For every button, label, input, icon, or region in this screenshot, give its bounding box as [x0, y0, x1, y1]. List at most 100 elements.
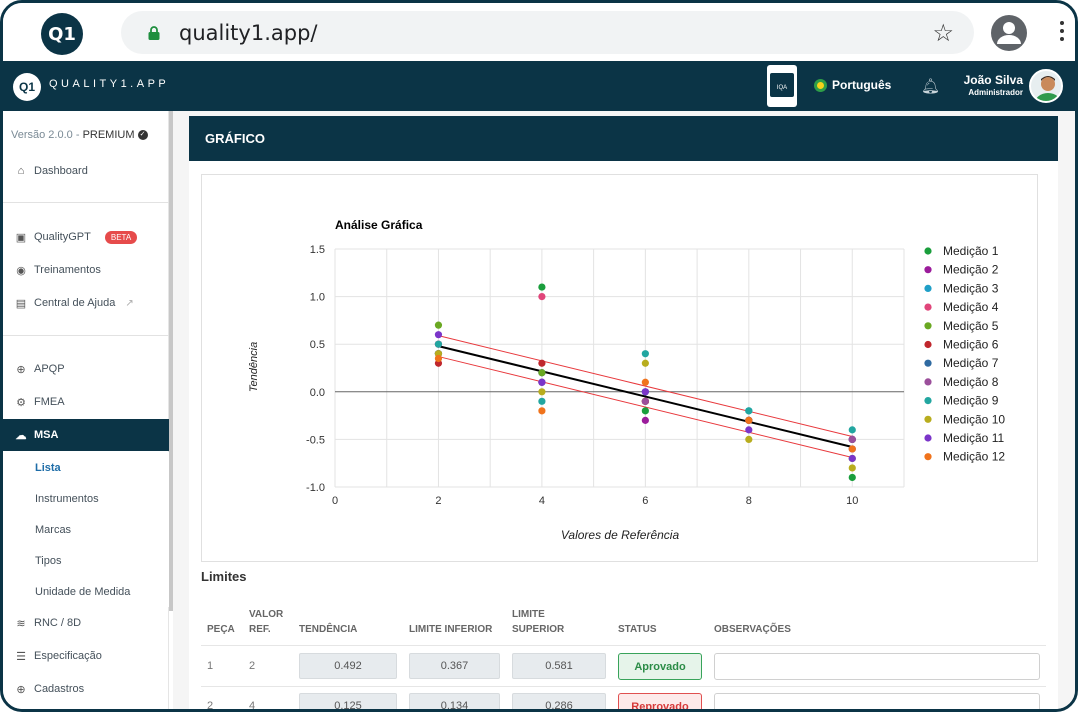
sidebar-subitem-label: Tipos	[35, 554, 62, 567]
col-header-valor-top: VALOR	[249, 609, 284, 620]
status-badge-rejected: Reprovado	[618, 693, 702, 709]
limite-inferior-field: 0.134	[409, 693, 500, 709]
menu-kebab-icon[interactable]	[1059, 21, 1065, 45]
x-tick-label: 6	[642, 495, 648, 507]
data-point	[745, 426, 753, 434]
sidebar-item-qualitygpt[interactable]: ▣ QualityGPT BETA	[3, 221, 169, 253]
chart-legend: Medição 1 Medição 2 Medição 3 Medição 4 Medi…	[924, 244, 1005, 464]
legend-label: Medição 1	[943, 244, 999, 258]
sidebar-item-msa[interactable]: ☁ MSA	[3, 419, 169, 451]
data-point	[848, 445, 856, 453]
address-bar[interactable]: quality1.app/ ☆	[121, 11, 974, 54]
status-badge-approved: Aprovado	[618, 653, 702, 680]
legend-label: Medição 6	[943, 338, 999, 352]
certification-badge-text: IQA	[770, 73, 794, 97]
sidebar-subitem-lista[interactable]: Lista	[3, 452, 169, 483]
legend-marker	[924, 453, 932, 461]
legend-marker	[924, 415, 932, 423]
data-point	[848, 454, 856, 463]
app-logo-text: Q1	[48, 23, 76, 45]
sidebar-subitem-marcas[interactable]: Marcas	[3, 514, 169, 545]
check-circle-icon: ◉	[16, 264, 26, 277]
user-avatar[interactable]	[1029, 69, 1063, 103]
sidebar-subitem-unidade[interactable]: Unidade de Medida	[3, 576, 169, 607]
cloud-icon: ☁	[15, 429, 27, 442]
legend-label: Medição 5	[943, 319, 999, 333]
sidebar-subitem-instrumentos[interactable]: Instrumentos	[3, 483, 169, 514]
x-tick-label: 2	[435, 495, 441, 507]
sidebar-item-especificacao[interactable]: ☰ Especificação	[3, 640, 169, 672]
data-point	[848, 435, 856, 443]
y-tick-label: -1.0	[306, 482, 325, 494]
legend-label: Medição 12	[943, 450, 1005, 464]
col-header-peca: PEÇA	[207, 624, 235, 635]
col-header-limite-superior-bottom: SUPERIOR	[512, 624, 565, 635]
sidebar-item-label: Central de Ajuda	[34, 297, 116, 309]
trend-line	[438, 345, 853, 448]
sidebar-item-cadastros[interactable]: ⊕ Cadastros	[3, 673, 169, 705]
sidebar-item-rnc[interactable]: ≋ RNC / 8D	[3, 607, 169, 639]
sidebar-subitem-tipos[interactable]: Tipos	[3, 545, 169, 576]
tendencia-field: 0.125	[299, 693, 397, 709]
url-text[interactable]: quality1.app/	[179, 21, 318, 45]
sidebar-item-ajuda[interactable]: ▤ Central de Ajuda ↗	[3, 287, 169, 319]
version-label: Versão 2.0.0 -	[11, 129, 80, 141]
x-tick-label: 4	[539, 495, 545, 507]
data-point	[745, 407, 753, 415]
brand-name[interactable]: QUALITY1.APP	[49, 78, 170, 90]
sidebar-item-label: FMEA	[34, 396, 65, 408]
sidebar-item-apqp[interactable]: ⊕ APQP	[3, 353, 169, 385]
limite-superior-field: 0.581	[512, 653, 606, 679]
legend-label: Medição 4	[943, 300, 999, 314]
app-logo[interactable]: Q1	[41, 13, 83, 55]
sidebar-item-treinamentos[interactable]: ◉ Treinamentos	[3, 254, 169, 286]
grid-lines	[334, 248, 905, 488]
x-tick-label: 8	[746, 495, 752, 507]
observacoes-input[interactable]	[714, 693, 1040, 709]
notification-bell-icon[interactable]: 🔔︎	[921, 78, 941, 95]
sidebar-item-label: APQP	[34, 363, 65, 375]
brand-logo-icon[interactable]: Q1	[13, 73, 41, 101]
data-points	[434, 283, 856, 482]
sidebar-scrollbar[interactable]	[169, 111, 173, 611]
chart-container: Análise Gráfica Tendência Valores de Ref…	[201, 174, 1038, 562]
data-point	[538, 293, 546, 301]
legend-marker	[924, 266, 932, 274]
sidebar-subitem-label: Instrumentos	[35, 492, 99, 505]
sidebar-item-fmea[interactable]: ⚙ FMEA	[3, 386, 169, 418]
limite-inferior-field: 0.367	[409, 653, 500, 679]
col-header-valor-bottom: REF.	[249, 624, 271, 635]
card-title: GRÁFICO	[205, 131, 265, 146]
limite-superior-field: 0.286	[512, 693, 606, 709]
sidebar-subitem-label: Unidade de Medida	[35, 585, 131, 598]
list-icon: ☰	[16, 650, 26, 663]
legend-label: Medição 3	[943, 281, 999, 295]
col-header-observacoes: OBSERVAÇÕES	[714, 624, 791, 635]
data-point	[641, 359, 649, 367]
legend-marker	[924, 340, 932, 349]
col-header-tendencia: TENDÊNCIA	[299, 624, 358, 635]
data-point	[745, 416, 753, 424]
observacoes-input[interactable]	[714, 653, 1040, 680]
data-point	[538, 359, 546, 367]
legend-marker	[924, 247, 932, 255]
sidebar: Versão 2.0.0 - PREMIUM ✓ ⌂ Dashboard ▣ Q…	[3, 111, 169, 709]
data-point	[538, 378, 546, 386]
tendencia-field: 0.492	[299, 653, 397, 679]
user-name[interactable]: João Silva	[963, 73, 1023, 87]
verified-icon: ✓	[137, 130, 148, 141]
sidebar-divider	[3, 335, 169, 336]
language-selector[interactable]: Português	[814, 78, 891, 92]
data-point	[434, 321, 443, 329]
sidebar-item-dashboard[interactable]: ⌂ Dashboard	[3, 155, 169, 187]
data-point	[848, 473, 856, 482]
chart-title: Análise Gráfica	[335, 218, 423, 232]
cell-valor-ref: 2	[249, 660, 256, 672]
table-divider	[201, 686, 1046, 687]
profile-icon[interactable]	[990, 14, 1028, 52]
chart-card: GRÁFICO Análise Gráfica Tendência Valore…	[189, 116, 1058, 709]
certification-badge: IQA	[767, 65, 797, 107]
bookmark-star-icon[interactable]: ☆	[932, 20, 954, 47]
lower-limit-line	[438, 356, 853, 458]
brazil-flag-icon	[814, 78, 827, 92]
